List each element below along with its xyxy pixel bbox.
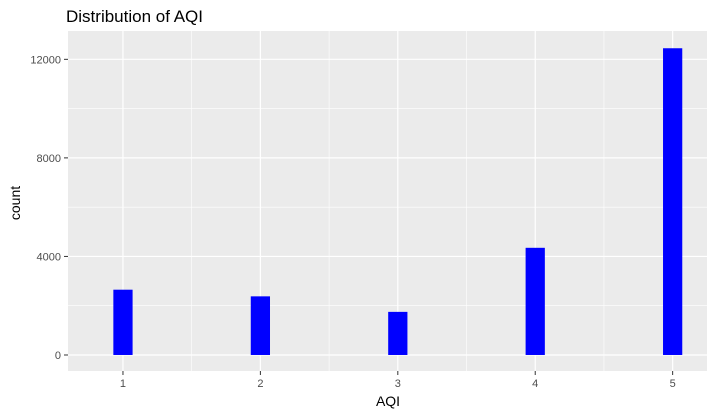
bars bbox=[113, 48, 683, 355]
x-axis-title: AQI bbox=[376, 393, 400, 409]
y-tick-label: 4000 bbox=[37, 251, 61, 263]
bar-aqi-1 bbox=[113, 289, 133, 355]
x-tick-label: 3 bbox=[395, 378, 401, 390]
x-tick-label: 2 bbox=[257, 378, 263, 390]
y-tick-label: 8000 bbox=[37, 153, 61, 165]
plot-panel bbox=[68, 31, 707, 371]
bar-aqi-2 bbox=[250, 296, 271, 355]
x-axis: 1 2 3 4 5 bbox=[120, 371, 676, 390]
y-axis-title: count bbox=[7, 186, 23, 220]
y-tick-label: 12000 bbox=[30, 54, 61, 66]
y-axis: 0 4000 8000 12000 bbox=[30, 54, 68, 362]
x-tick-label: 1 bbox=[120, 378, 126, 390]
bar-aqi-4 bbox=[525, 247, 545, 355]
y-tick-label: 0 bbox=[55, 350, 61, 362]
x-tick-label: 4 bbox=[532, 378, 538, 390]
chart-title: Distribution of AQI bbox=[66, 7, 203, 26]
bar-aqi-3 bbox=[388, 311, 408, 355]
x-tick-label: 5 bbox=[670, 378, 676, 390]
bar-aqi-5 bbox=[663, 48, 683, 355]
grid-minor bbox=[68, 31, 707, 371]
